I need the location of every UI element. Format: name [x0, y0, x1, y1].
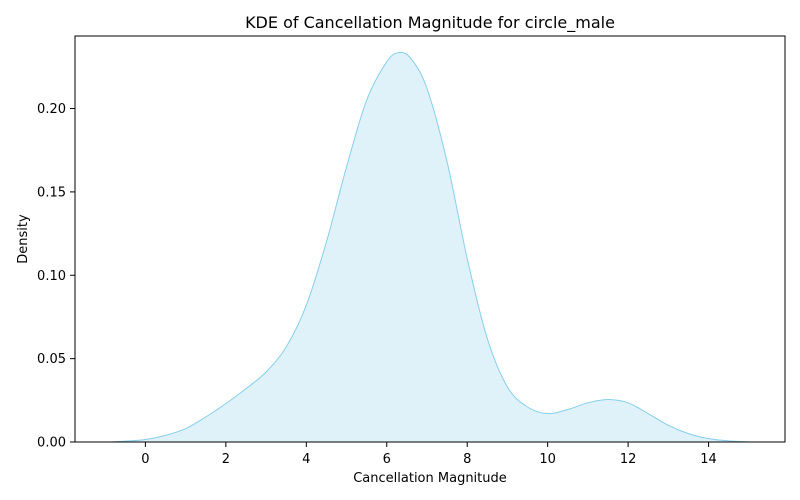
- x-tick-label: 4: [302, 452, 310, 467]
- y-axis: 0.00 0.05 0.10 0.15 0.20: [37, 102, 75, 451]
- x-tick-label: 8: [463, 452, 471, 467]
- kde-density-line: [109, 52, 753, 443]
- x-tick-label: 2: [222, 452, 230, 467]
- x-tick-label: 14: [700, 452, 717, 467]
- x-tick-label: 10: [539, 452, 556, 467]
- x-tick-label: 0: [141, 452, 149, 467]
- plot-frame: [74, 35, 786, 443]
- y-tick-label: 0.15: [37, 185, 66, 200]
- y-tick-label: 0.00: [37, 436, 66, 451]
- x-axis: 0 2 4 6 8 10 12 14: [141, 442, 717, 467]
- y-tick-label: 0.20: [37, 102, 66, 117]
- chart-title: KDE of Cancellation Magnitude for circle…: [245, 13, 615, 33]
- y-tick-label: 0.05: [37, 352, 66, 367]
- x-axis-label: Cancellation Magnitude: [353, 471, 507, 486]
- x-tick-label: 6: [383, 452, 391, 467]
- plot-area: [109, 52, 753, 443]
- kde-fill-area: [109, 52, 753, 442]
- x-tick-label: 12: [620, 452, 637, 467]
- y-axis-label: Density: [16, 214, 31, 264]
- y-tick-label: 0.10: [37, 269, 66, 284]
